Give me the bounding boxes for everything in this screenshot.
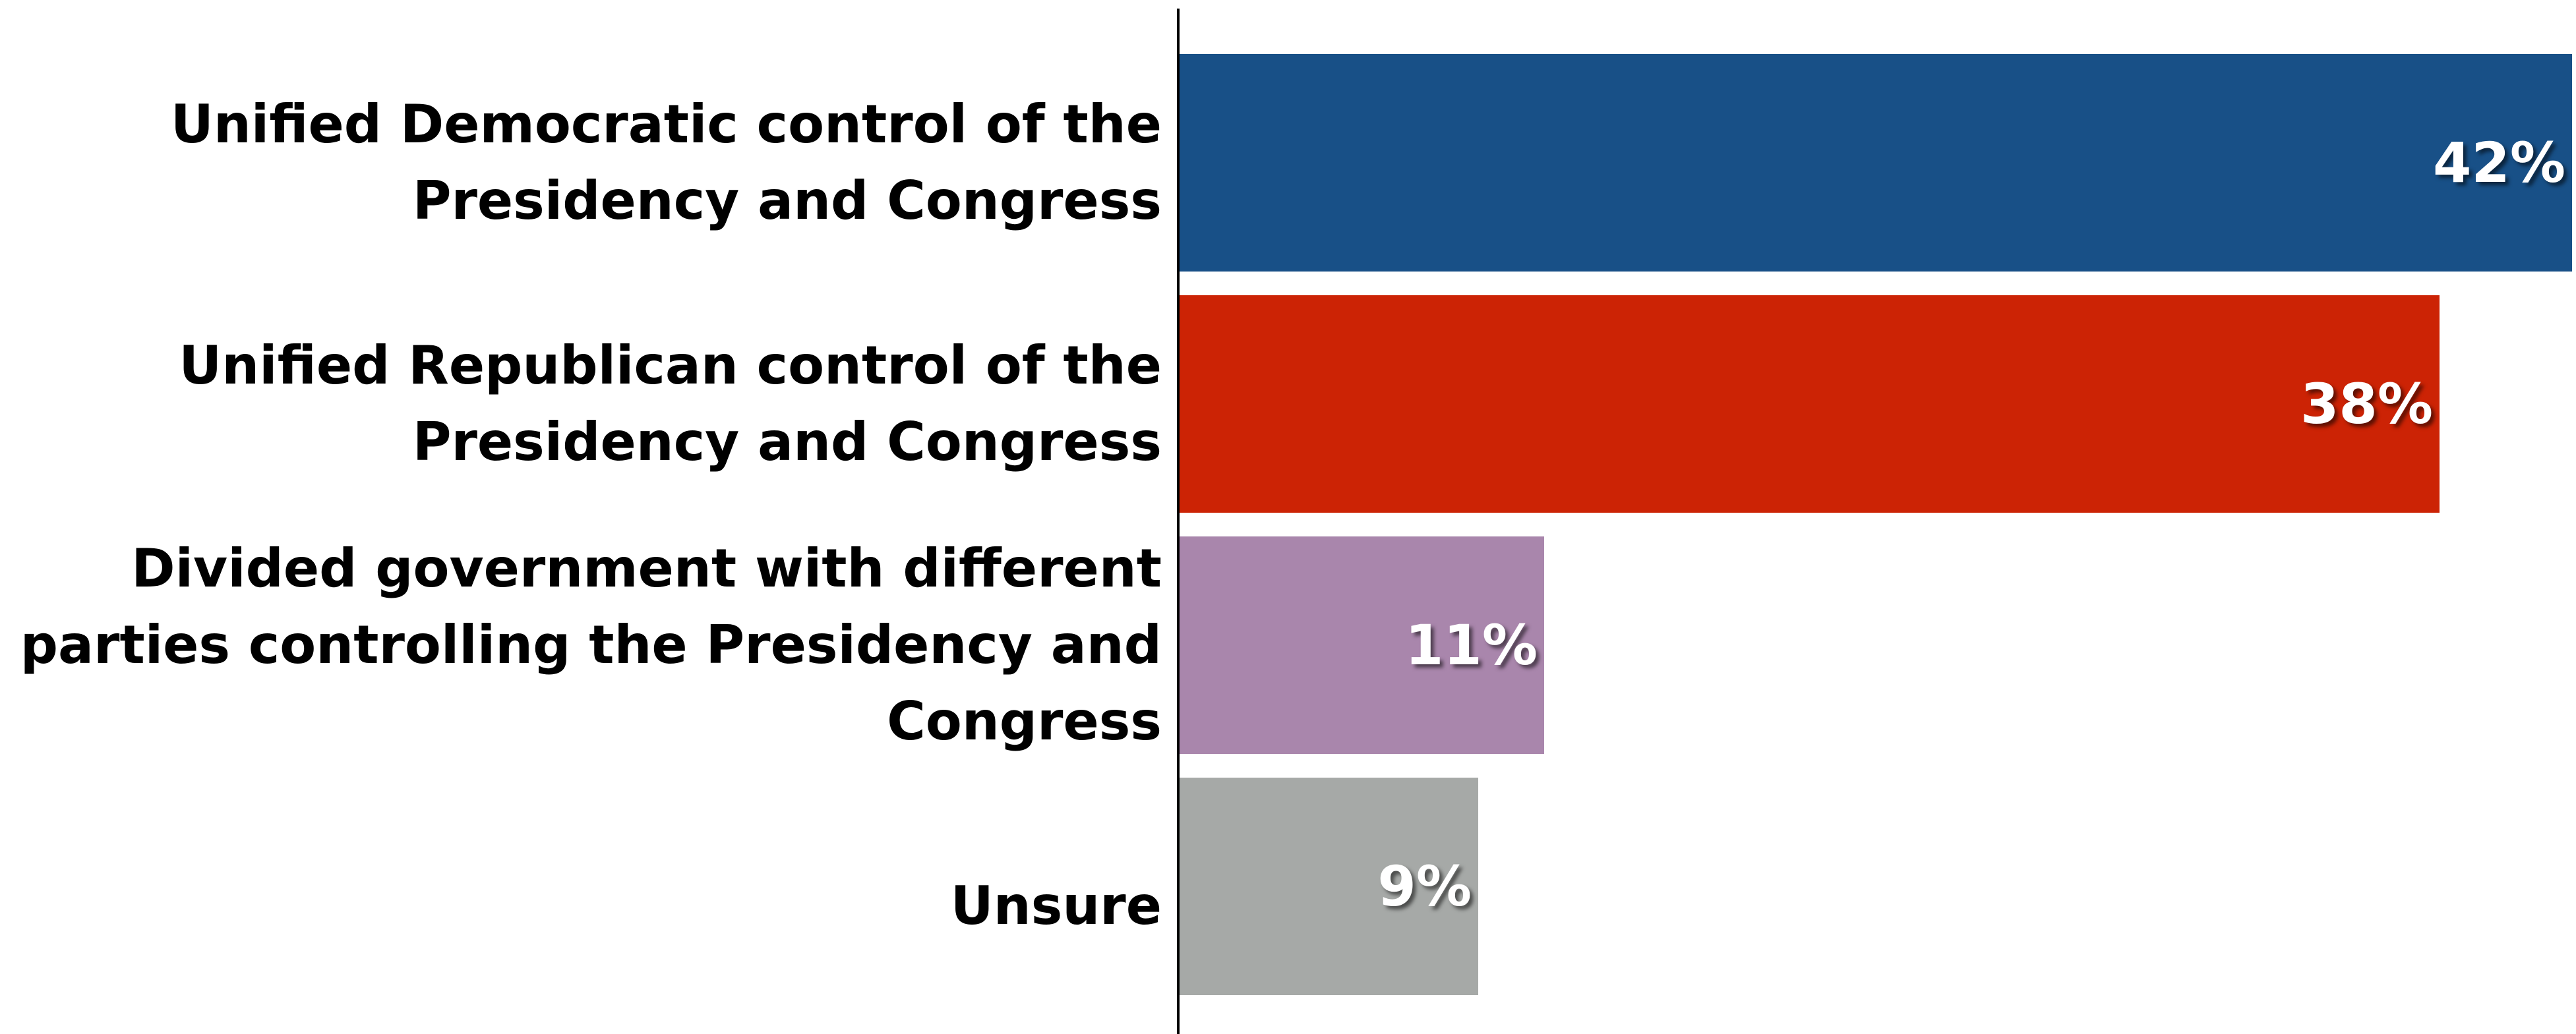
bar-value-label-1: 38% bbox=[2300, 372, 2433, 436]
category-label-3: Unsure bbox=[950, 875, 1162, 936]
bar-2 bbox=[1180, 536, 1544, 754]
category-label-1: Unified Republican control of the Presid… bbox=[179, 335, 1162, 473]
bar-value-label-0: 42% bbox=[2432, 130, 2565, 195]
category-label-0: Unified Democratic control of the Presid… bbox=[170, 94, 1162, 231]
category-axis-line bbox=[1177, 9, 1180, 1034]
bar-1 bbox=[1180, 295, 2440, 513]
bar-0 bbox=[1180, 54, 2572, 272]
category-label-2: Divided government with different partie… bbox=[20, 538, 1162, 752]
bar-value-label-3: 9% bbox=[1377, 854, 1472, 919]
bar-3 bbox=[1180, 778, 1478, 995]
bar-value-label-2: 11% bbox=[1404, 613, 1538, 677]
